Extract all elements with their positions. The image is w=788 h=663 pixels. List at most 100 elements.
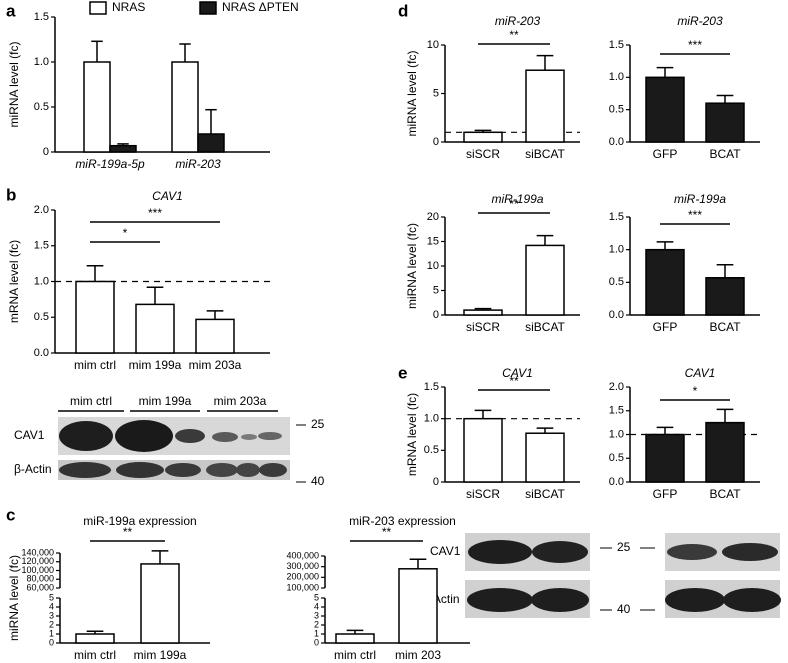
size-marker: 25 <box>617 540 631 554</box>
y-tick-label: 0.0 <box>34 347 49 359</box>
bar <box>463 131 503 143</box>
y-tick-label: 2.0 <box>609 381 624 393</box>
y-tick-label: 0.0 <box>609 476 624 488</box>
y-tick-label: 2 <box>314 619 319 629</box>
y-tick-label: 1.0 <box>34 56 49 68</box>
y-tick-label: 0.5 <box>34 311 49 323</box>
bar <box>109 144 137 153</box>
lane-label: mim 203a <box>214 394 267 408</box>
bar <box>463 309 503 316</box>
bar <box>525 69 565 143</box>
bar <box>75 280 115 354</box>
x-tick-label: mim 203a <box>189 358 242 372</box>
significance-label: ** <box>509 28 519 42</box>
y-tick-label: 80,000 <box>26 574 54 584</box>
y-tick-label: 300,000 <box>286 561 319 571</box>
y-tick-label: 100,000 <box>21 565 54 575</box>
blot-row-label: β-Actin <box>14 462 52 476</box>
x-tick-label: mim ctrl <box>74 358 116 372</box>
bar <box>75 633 115 644</box>
x-tick-label: mim ctrl <box>334 648 376 662</box>
bar <box>705 421 745 483</box>
y-tick-label: 1.0 <box>34 275 49 287</box>
x-tick-label: BCAT <box>709 147 741 161</box>
y-tick-label: 1.5 <box>34 240 49 252</box>
y-tick-label: 1.0 <box>609 428 624 440</box>
bar <box>335 633 375 644</box>
y-axis-label: miRNA level (fc) <box>405 50 419 136</box>
y-tick-label: 2.0 <box>34 204 49 216</box>
significance-label: ** <box>509 197 519 211</box>
bar <box>83 61 111 153</box>
chart-title: miR-203 <box>677 14 723 28</box>
significance-label: * <box>123 226 128 240</box>
y-axis-label: miRNA level (fc) <box>7 555 21 641</box>
y-tick-label: 2 <box>49 619 54 629</box>
bar <box>197 133 225 153</box>
size-marker: 40 <box>617 602 631 616</box>
y-tick-label: 5 <box>433 87 439 99</box>
x-tick-label: GFP <box>653 147 678 161</box>
x-tick-label: siBCAT <box>525 487 565 501</box>
y-tick-label: 1.5 <box>609 405 624 417</box>
y-tick-label: 1 <box>314 628 319 638</box>
x-tick-label: mim 199a <box>134 648 187 662</box>
lane-label: mim 199a <box>139 394 192 408</box>
y-tick-label: 0 <box>433 476 439 488</box>
western-blot: mim ctrl mim 199a mim 203a CAV1 β-Actin … <box>14 394 325 488</box>
y-tick-label: 0.0 <box>609 136 624 148</box>
y-tick-label: 5 <box>314 592 319 602</box>
y-tick-label: 120,000 <box>21 556 54 566</box>
panel-label: a <box>6 1 16 20</box>
bar <box>525 432 565 483</box>
bar <box>171 61 199 153</box>
y-tick-label: 15 <box>427 235 439 247</box>
y-tick-label: 3 <box>49 610 54 620</box>
x-tick-label: BCAT <box>709 320 741 334</box>
legend-label: NRAS ΔPTEN <box>222 0 299 14</box>
y-tick-label: 140,000 <box>21 547 54 557</box>
bar <box>705 102 745 143</box>
blot-row-label: CAV1 <box>430 544 461 558</box>
y-tick-label: 1 <box>49 628 54 638</box>
bar <box>140 563 180 644</box>
y-tick-label: 1.5 <box>424 381 439 393</box>
y-axis-label: mRNA level (fc) <box>405 393 419 476</box>
y-tick-label: 10 <box>427 260 439 272</box>
y-axis-label: miRNA level (fc) <box>405 223 419 309</box>
y-tick-label: 3 <box>314 610 319 620</box>
x-tick-label: mim 199a <box>129 358 182 372</box>
y-tick-label: 0.5 <box>609 104 624 116</box>
y-tick-label: 0 <box>433 309 439 321</box>
x-tick-label: GFP <box>653 320 678 334</box>
blot-row-label: CAV1 <box>14 428 45 442</box>
panel-label: c <box>6 505 15 524</box>
y-tick-label: 0 <box>43 146 49 158</box>
y-tick-label: 1.0 <box>609 244 624 256</box>
x-tick-label: siSCR <box>466 320 500 334</box>
x-tick-label: siBCAT <box>525 320 565 334</box>
significance-label: ** <box>123 525 133 539</box>
y-tick-label: 0 <box>314 637 319 647</box>
bar <box>705 277 745 316</box>
y-tick-label: 0 <box>49 637 54 647</box>
legend-swatch <box>89 1 107 15</box>
chart-title: CAV1 <box>152 189 183 203</box>
y-tick-label: 1.5 <box>609 211 624 223</box>
lane-label: mim ctrl <box>70 394 112 408</box>
y-tick-label: 1.5 <box>34 11 49 23</box>
y-tick-label: 60,000 <box>26 582 54 592</box>
y-tick-label: 200,000 <box>286 572 319 582</box>
x-tick-label: mim ctrl <box>74 648 116 662</box>
x-tick-label: miR-203 <box>175 157 221 171</box>
panel-label: e <box>398 363 407 382</box>
chart-title: miR-203 expression <box>349 514 456 528</box>
x-tick-label: mim 203 <box>395 648 441 662</box>
y-tick-label: 0.5 <box>34 101 49 113</box>
significance-label: *** <box>688 208 702 222</box>
y-tick-label: 5 <box>433 284 439 296</box>
y-tick-label: 0.5 <box>424 444 439 456</box>
legend-swatch <box>199 1 217 15</box>
significance-label: ** <box>382 525 392 539</box>
